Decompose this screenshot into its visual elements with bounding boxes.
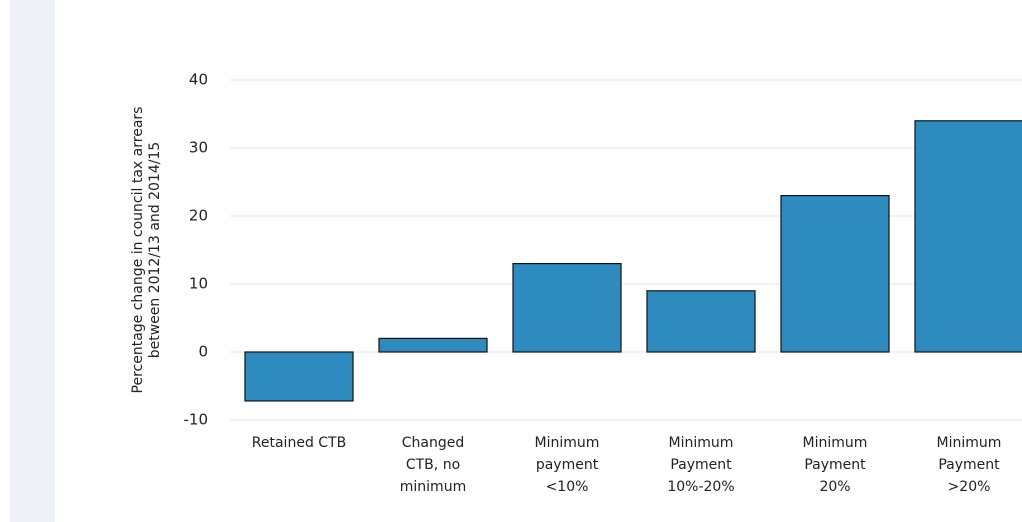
- bar: [646, 290, 756, 353]
- y-tick-label: -10: [184, 411, 209, 429]
- y-tick-label: 20: [189, 207, 208, 225]
- x-tick-label: Minimum Payment 10%-20%: [667, 435, 735, 495]
- x-tick-label: Minimum Payment 20%: [802, 435, 868, 495]
- bar: [378, 337, 488, 353]
- y-tick-label: 0: [198, 343, 208, 361]
- bar: [914, 120, 1022, 353]
- y-tick-label: 40: [189, 71, 208, 89]
- x-tick-label: Retained CTB: [251, 435, 347, 451]
- y-axis-title: Percentage change in council tax arrears…: [130, 106, 163, 394]
- x-tick-label: Minimum payment <10%: [534, 435, 600, 495]
- bar: [512, 263, 622, 353]
- x-tick-label: Changed CTB, no minimum: [399, 435, 467, 495]
- bar: [780, 195, 890, 353]
- side-panel: [10, 0, 55, 522]
- x-tick-label: Minimum Payment >20%: [936, 435, 1002, 495]
- y-tick-label: 30: [189, 139, 208, 157]
- bar: [244, 351, 354, 402]
- y-tick-label: 10: [189, 275, 208, 293]
